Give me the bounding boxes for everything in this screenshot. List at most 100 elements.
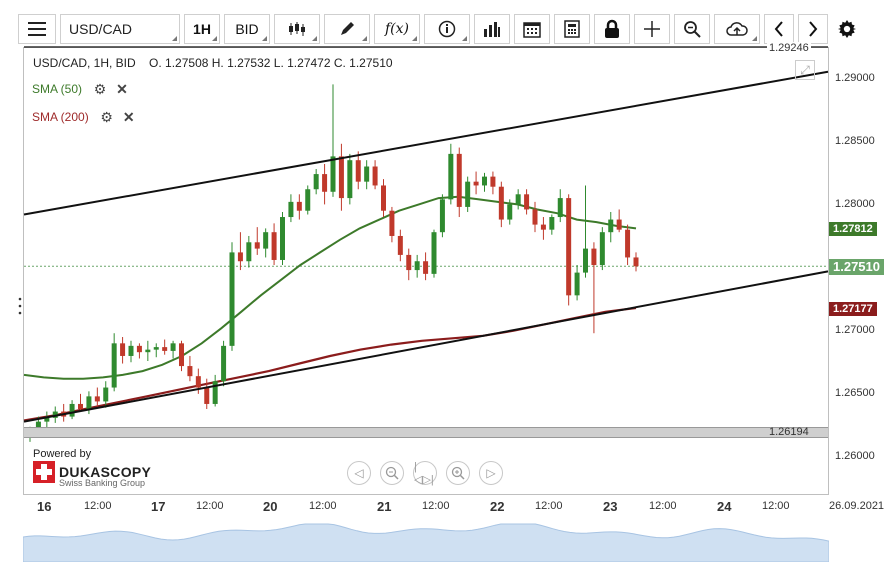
sma50-price-tag: 1.27812: [829, 222, 877, 236]
navigator-area: [23, 523, 829, 562]
brand-name: DUKASCOPY: [59, 464, 152, 480]
price-tick: 1.27000: [835, 324, 875, 336]
candle: [524, 189, 530, 215]
candle: [330, 84, 336, 197]
candle: [153, 343, 159, 358]
menu-button[interactable]: [18, 14, 56, 44]
indicator-sma200-close-icon[interactable]: ✕: [122, 108, 135, 125]
candle: [305, 185, 311, 215]
indicator-sma200-settings-icon[interactable]: ⚙: [100, 108, 113, 125]
chart-type-button[interactable]: [274, 14, 320, 44]
price-tick: 1.28000: [835, 198, 875, 210]
calendar-icon: [523, 22, 541, 38]
candle: [136, 343, 142, 359]
price-tick: 1.28500: [835, 135, 875, 147]
candle: [237, 232, 243, 271]
time-label: 21: [377, 499, 392, 514]
candle: [78, 393, 83, 412]
timeframe-value: 1H: [193, 21, 211, 37]
chart-info-line: USD/CAD, 1H, BID O. 1.27508 H. 1.27532 L…: [33, 56, 393, 70]
candle: [162, 339, 168, 355]
candle: [69, 400, 75, 420]
navigator-overview[interactable]: [23, 518, 829, 562]
lock-button[interactable]: [594, 14, 630, 44]
candle: [574, 265, 580, 301]
info-button[interactable]: [424, 14, 470, 44]
zoom-button[interactable]: [674, 14, 710, 44]
candle: [490, 171, 496, 195]
candle: [52, 406, 58, 423]
volume-button[interactable]: [474, 14, 510, 44]
lower-trendline[interactable]: [23, 270, 829, 423]
scroll-forward-button[interactable]: [798, 14, 828, 44]
candle: [145, 340, 151, 362]
time-label: 12:00: [535, 500, 563, 512]
arrow-right-icon: [809, 21, 818, 37]
expand-chart-icon[interactable]: ⤢: [795, 60, 815, 80]
candle: [170, 340, 176, 359]
candle: [389, 206, 395, 243]
powered-by-label: Powered by: [33, 448, 92, 460]
timeframe-selector[interactable]: 1H: [184, 14, 220, 44]
symbol-selector[interactable]: USD/CAD: [60, 14, 180, 44]
indicator-sma200: SMA (200) ⚙ ✕: [32, 109, 137, 125]
time-label: 12:00: [196, 500, 224, 512]
candle: [111, 333, 117, 392]
candle: [280, 211, 285, 266]
pan-right-button[interactable]: ▷: [479, 461, 503, 485]
candle: [204, 378, 210, 410]
chart-title: USD/CAD, 1H, BID: [33, 56, 136, 70]
candle: [322, 163, 328, 205]
candle: [431, 229, 437, 278]
functions-button[interactable]: f(x): [374, 14, 420, 44]
candle: [540, 217, 546, 240]
export-button[interactable]: [714, 14, 760, 44]
dukascopy-logo: DUKASCOPY Swiss Banking Group: [33, 461, 152, 488]
price-tick: 1.26500: [835, 387, 875, 399]
candle: [271, 223, 277, 266]
candle: [406, 248, 412, 281]
indicator-sma50-settings-icon[interactable]: ⚙: [93, 80, 107, 97]
zoom-out-button[interactable]: [380, 461, 404, 485]
candle: [254, 227, 260, 255]
candle: [313, 169, 319, 195]
calendar-button[interactable]: [514, 14, 550, 44]
candle: [338, 143, 344, 211]
candle: [583, 185, 588, 278]
zoom-in-button[interactable]: [446, 461, 470, 485]
pan-left-button[interactable]: ◁: [347, 461, 371, 485]
candle: [187, 355, 193, 382]
time-label: 23: [603, 499, 618, 514]
candle: [448, 143, 454, 205]
zoom-in-icon: [451, 466, 465, 480]
horizontal-bound-band: [24, 427, 828, 438]
calculator-button[interactable]: [554, 14, 590, 44]
time-label: 22: [490, 499, 505, 514]
crosshair-button[interactable]: [634, 14, 670, 44]
volume-bars-icon: [484, 22, 500, 37]
reset-zoom-button[interactable]: |◁▷|: [413, 461, 437, 486]
current-price-tag: 1.27510: [829, 259, 884, 275]
price-side-selector[interactable]: BID: [224, 14, 270, 44]
settings-button[interactable]: [832, 14, 862, 44]
candle: [566, 194, 572, 306]
indicator-sma50-close-icon[interactable]: ✕: [116, 80, 128, 97]
upper-trendline[interactable]: [23, 70, 829, 216]
candle: [507, 199, 513, 225]
candle: [465, 176, 471, 212]
candle: [381, 179, 386, 218]
calculator-icon: [564, 20, 580, 38]
triangle-right-icon: ▷: [486, 466, 496, 480]
candle: [482, 172, 487, 192]
drawing-tools-button[interactable]: [324, 14, 370, 44]
candle: [498, 181, 504, 228]
candle-type-icon: [289, 22, 305, 36]
candle: [94, 387, 100, 407]
panel-resize-handle[interactable]: [18, 296, 22, 316]
function-icon: f(x): [384, 21, 409, 37]
time-label: 12:00: [762, 500, 790, 512]
cloud-upload-icon: [726, 22, 748, 36]
candle: [549, 214, 555, 235]
brand-subtitle: Swiss Banking Group: [59, 478, 146, 488]
candle: [263, 228, 269, 258]
